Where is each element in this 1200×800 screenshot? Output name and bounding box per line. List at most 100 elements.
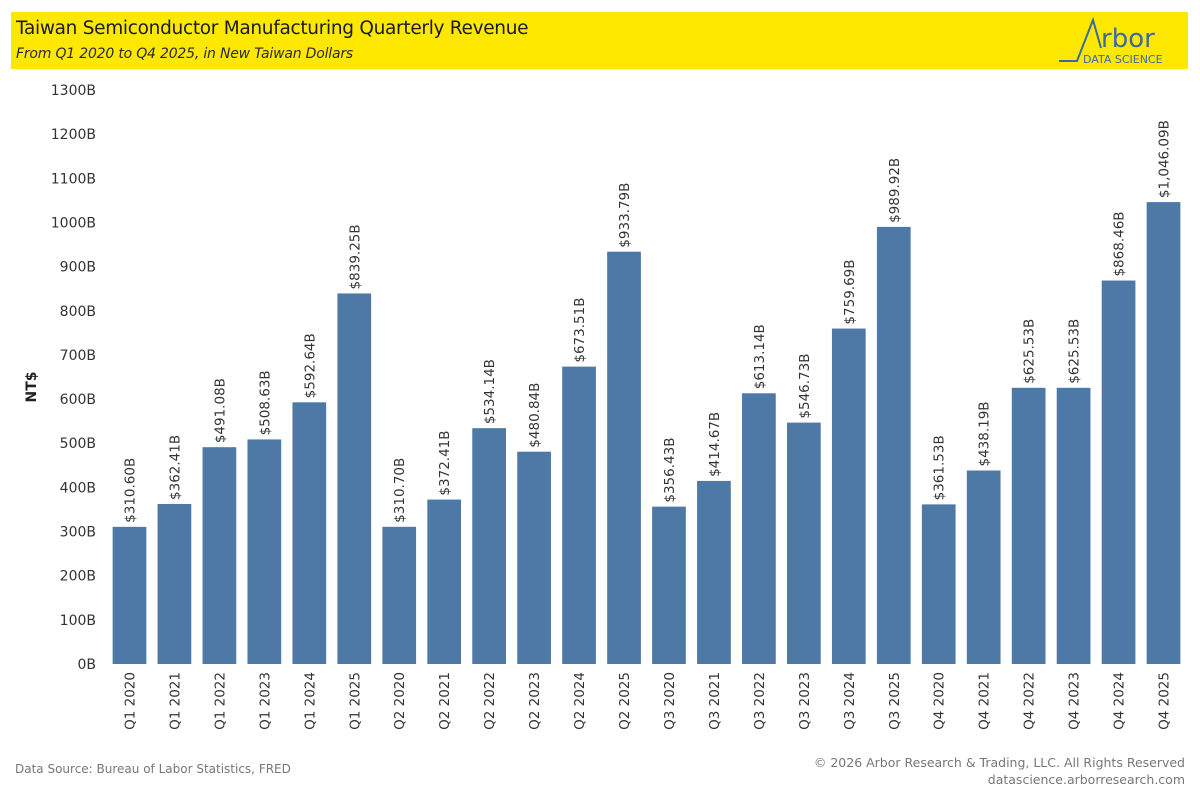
data-label: $534.14B: [482, 359, 498, 424]
x-tick-label: Q4 2024: [1112, 672, 1128, 730]
x-tick-label: Q2 2020: [392, 672, 408, 730]
data-label: $480.84B: [527, 383, 543, 448]
bars-group: [112, 202, 1181, 665]
x-tick-label: Q3 2023: [797, 672, 813, 730]
arbor-logo: rbor DATA SCIENCE: [1057, 14, 1185, 68]
bar-chart: 0B 100B 200B 300B 400B 500B 600B 700B 800B 900B 10…: [24, 83, 1181, 730]
data-label: $625.53B: [1067, 319, 1083, 384]
data-label: $372.41B: [437, 430, 453, 495]
y-tick-label: 500B: [60, 436, 96, 452]
x-tick-label: Q1 2022: [212, 672, 228, 730]
footer-credits: © 2026 Arbor Research & Trading, LLC. Al…: [814, 754, 1185, 788]
x-tick-label: Q3 2025: [887, 672, 903, 730]
x-tick-label: Q4 2022: [1022, 672, 1038, 730]
copyright-text: © 2026 Arbor Research & Trading, LLC. Al…: [813, 755, 1185, 770]
y-tick-label: 900B: [60, 260, 96, 276]
x-tick-label: Q1 2024: [302, 672, 318, 730]
x-tick-label: Q4 2023: [1067, 672, 1083, 730]
bar: [742, 393, 776, 664]
data-label: $310.70B: [392, 458, 408, 523]
data-label: $414.67B: [707, 412, 723, 477]
data-label: $438.19B: [977, 401, 993, 466]
data-label: $491.08B: [212, 378, 228, 443]
y-axis-label: NT$: [24, 371, 40, 402]
y-tick-label: 100B: [60, 613, 96, 629]
bar: [337, 293, 372, 664]
bar: [607, 251, 641, 664]
bar: [966, 470, 1001, 664]
data-source: Data Source: Bureau of Labor Statistics,…: [15, 762, 291, 776]
data-label: $839.25B: [347, 224, 363, 289]
x-tick-label: Q2 2021: [437, 672, 453, 730]
data-label: $546.73B: [797, 354, 813, 419]
bar: [1056, 387, 1091, 664]
y-tick-label: 1200B: [51, 127, 96, 143]
bar: [921, 504, 956, 664]
bar: [112, 526, 147, 664]
x-tick-label: Q2 2022: [482, 672, 498, 730]
bar: [472, 428, 507, 664]
x-tick-label: Q2 2023: [527, 672, 543, 730]
x-tick-label: Q2 2024: [572, 672, 588, 730]
bar: [562, 366, 596, 664]
data-label: $989.92B: [887, 158, 903, 223]
data-label: $673.51B: [572, 298, 588, 363]
bar: [831, 328, 866, 664]
y-tick-label: 1000B: [51, 215, 96, 231]
logo-word: rbor: [1101, 24, 1155, 54]
chart-area: 0B 100B 200B 300B 400B 500B 600B 700B 800B 900B 10…: [0, 70, 1200, 740]
y-tick-label: 400B: [60, 480, 96, 496]
data-label: $613.14B: [752, 324, 768, 389]
y-tick-label: 0B: [77, 657, 96, 673]
x-tick-label: Q1 2025: [347, 672, 363, 730]
chart-subtitle: From Q1 2020 to Q4 2025, in New Taiwan D…: [16, 46, 353, 62]
chart-title: Taiwan Semiconductor Manufacturing Quart…: [16, 18, 529, 39]
bar: [202, 447, 237, 664]
x-tick-label: Q1 2020: [122, 672, 138, 730]
bar: [1011, 387, 1046, 664]
x-tick-label: Q3 2022: [752, 672, 768, 730]
x-tick-label: Q4 2025: [1157, 672, 1173, 730]
bar: [697, 480, 731, 664]
data-label: $868.46B: [1112, 211, 1128, 276]
x-tick-label: Q3 2020: [662, 672, 678, 730]
data-label: $592.64B: [302, 333, 318, 398]
data-label: $933.79B: [617, 183, 633, 248]
logo-tagline: DATA SCIENCE: [1083, 53, 1163, 66]
data-labels-group: $310.60B $362.41B $491.08B $508.63B $592.64B…: [122, 120, 1172, 523]
x-tick-label: Q1 2023: [257, 672, 273, 730]
x-tick-label: Q3 2021: [707, 672, 723, 730]
data-label: $361.53B: [932, 435, 948, 500]
x-axis: Q1 2020 Q1 2021 Q1 2022 Q1 2023 Q1 2024 Q1 20…: [122, 672, 1172, 730]
bar: [1146, 202, 1181, 665]
arbor-a-mountain-icon: rbor DATA SCIENCE: [1059, 16, 1163, 66]
x-tick-label: Q4 2020: [932, 672, 948, 730]
bar: [517, 451, 551, 664]
bar: [427, 499, 462, 664]
y-axis: 0B 100B 200B 300B 400B 500B 600B 700B 800B 900B 10…: [51, 83, 96, 673]
y-tick-label: 1100B: [51, 171, 96, 187]
data-label: $310.60B: [122, 458, 138, 523]
y-tick-label: 800B: [60, 304, 96, 320]
data-label: $759.69B: [842, 259, 858, 324]
y-tick-label: 300B: [60, 525, 96, 541]
y-tick-label: 1300B: [51, 83, 96, 99]
bar: [247, 439, 282, 664]
bar: [1101, 280, 1136, 664]
data-label: $362.41B: [167, 435, 183, 500]
data-label: $1,046.09B: [1157, 120, 1173, 198]
data-label: $356.43B: [662, 438, 678, 503]
y-tick-label: 700B: [60, 348, 96, 364]
x-tick-label: Q3 2024: [842, 672, 858, 730]
bar: [876, 226, 911, 665]
y-tick-label: 200B: [60, 569, 96, 585]
data-label: $625.53B: [1022, 319, 1038, 384]
bar: [157, 503, 192, 664]
website-link[interactable]: datascience.arborresearch.com: [987, 772, 1185, 787]
title-banner: Taiwan Semiconductor Manufacturing Quart…: [11, 12, 1188, 69]
y-tick-label: 600B: [60, 392, 96, 408]
bar: [652, 506, 686, 664]
data-label: $508.63B: [257, 370, 273, 435]
bar: [292, 402, 327, 664]
x-tick-label: Q2 2025: [617, 672, 633, 730]
